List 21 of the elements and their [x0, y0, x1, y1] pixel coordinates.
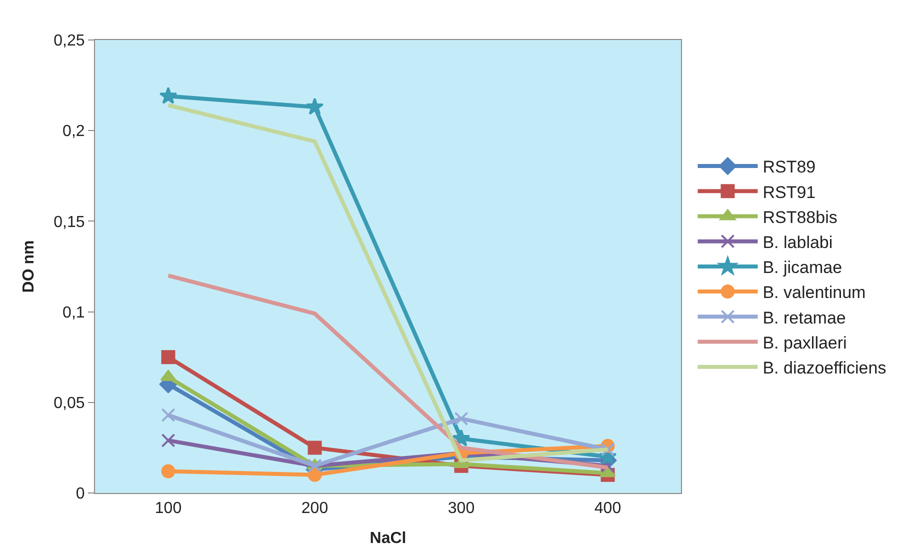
x-tick-label: 200: [301, 500, 328, 518]
legend-label: B. valentinum: [762, 283, 866, 302]
y-tick-label: 0,25: [54, 32, 85, 50]
y-axis-title: DO nm: [20, 240, 38, 293]
y-tick-label: 0,2: [62, 123, 85, 140]
legend-label: RST88bis: [762, 208, 838, 227]
y-tick-label: 0,1: [62, 304, 85, 322]
legend-label: B. retamae: [762, 308, 846, 328]
legend-label: B. paxllaeri: [762, 333, 847, 352]
legend-label: B. jicamae: [762, 258, 842, 278]
y-tick-label: 0,15: [54, 214, 85, 231]
x-tick-label: 300: [448, 500, 475, 518]
legend-label: RST89: [762, 158, 816, 177]
x-axis-title: NaCl: [370, 530, 406, 547]
x-tick-label: 100: [154, 500, 182, 518]
legend-label: RST91: [762, 182, 816, 202]
legend-label: B. diazoefficiens: [762, 358, 886, 378]
x-tick-label: 400: [594, 500, 622, 518]
legend-label: B. lablabi: [762, 232, 833, 252]
y-tick-label: 0,05: [54, 395, 85, 412]
y-tick-label: 0: [76, 486, 85, 503]
